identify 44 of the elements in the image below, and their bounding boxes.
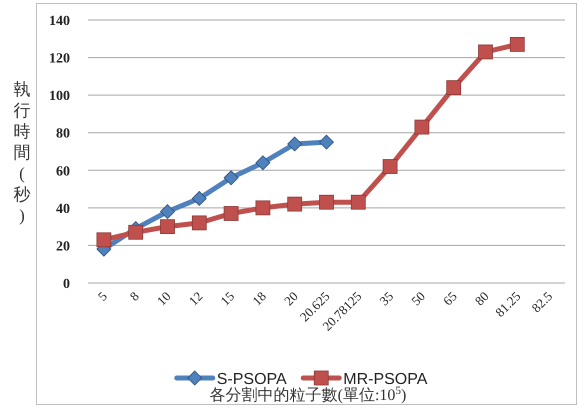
legend-label: MR-PSOPA	[343, 371, 428, 388]
x-tick-label: 12	[186, 288, 206, 308]
point	[446, 80, 462, 96]
x-tick-label: 18	[249, 288, 270, 308]
x-tick-label: 80	[472, 288, 492, 308]
x-tick-label: 5	[94, 288, 110, 304]
y-tick-label: 20	[56, 239, 70, 254]
x-tick-label: 8	[126, 288, 142, 304]
x-tick-label: 82.5	[528, 288, 556, 316]
point	[96, 232, 112, 248]
x-tick-label: 65	[440, 288, 460, 308]
point	[319, 134, 334, 150]
point	[160, 204, 175, 220]
point	[128, 224, 144, 240]
legend-label: S-PSOPA	[216, 371, 288, 388]
x-tick-label: 10	[154, 288, 174, 308]
point	[287, 136, 302, 152]
y-tick-label: 60	[56, 164, 70, 180]
x-tick-label: 35	[376, 288, 396, 308]
point	[350, 194, 366, 210]
x-tick-label: 20	[281, 288, 301, 308]
y-axis-title: 執行時間(秒)	[14, 80, 30, 225]
point	[256, 155, 270, 170]
y-tick-label: 120	[49, 52, 70, 67]
x-tick-label: 50	[408, 288, 428, 308]
y-tick-label: 100	[49, 89, 70, 104]
y-tick-label: 0	[63, 277, 70, 292]
point	[478, 44, 493, 60]
point	[224, 206, 238, 221]
point	[319, 194, 334, 210]
point	[224, 170, 238, 186]
point	[287, 196, 302, 212]
x-axis-title: 各分割中的粒子數(單位:10$^{5}$)	[210, 385, 406, 404]
x-tick-label: 15	[217, 288, 238, 308]
point	[192, 215, 207, 230]
y-tick-label: 40	[56, 202, 70, 217]
point	[510, 37, 525, 52]
y-tick-label: 140	[49, 14, 70, 29]
point	[256, 200, 270, 216]
point	[192, 191, 207, 206]
point	[414, 120, 430, 134]
point	[382, 159, 398, 174]
point	[160, 219, 175, 234]
y-tick-label: 80	[56, 126, 70, 142]
